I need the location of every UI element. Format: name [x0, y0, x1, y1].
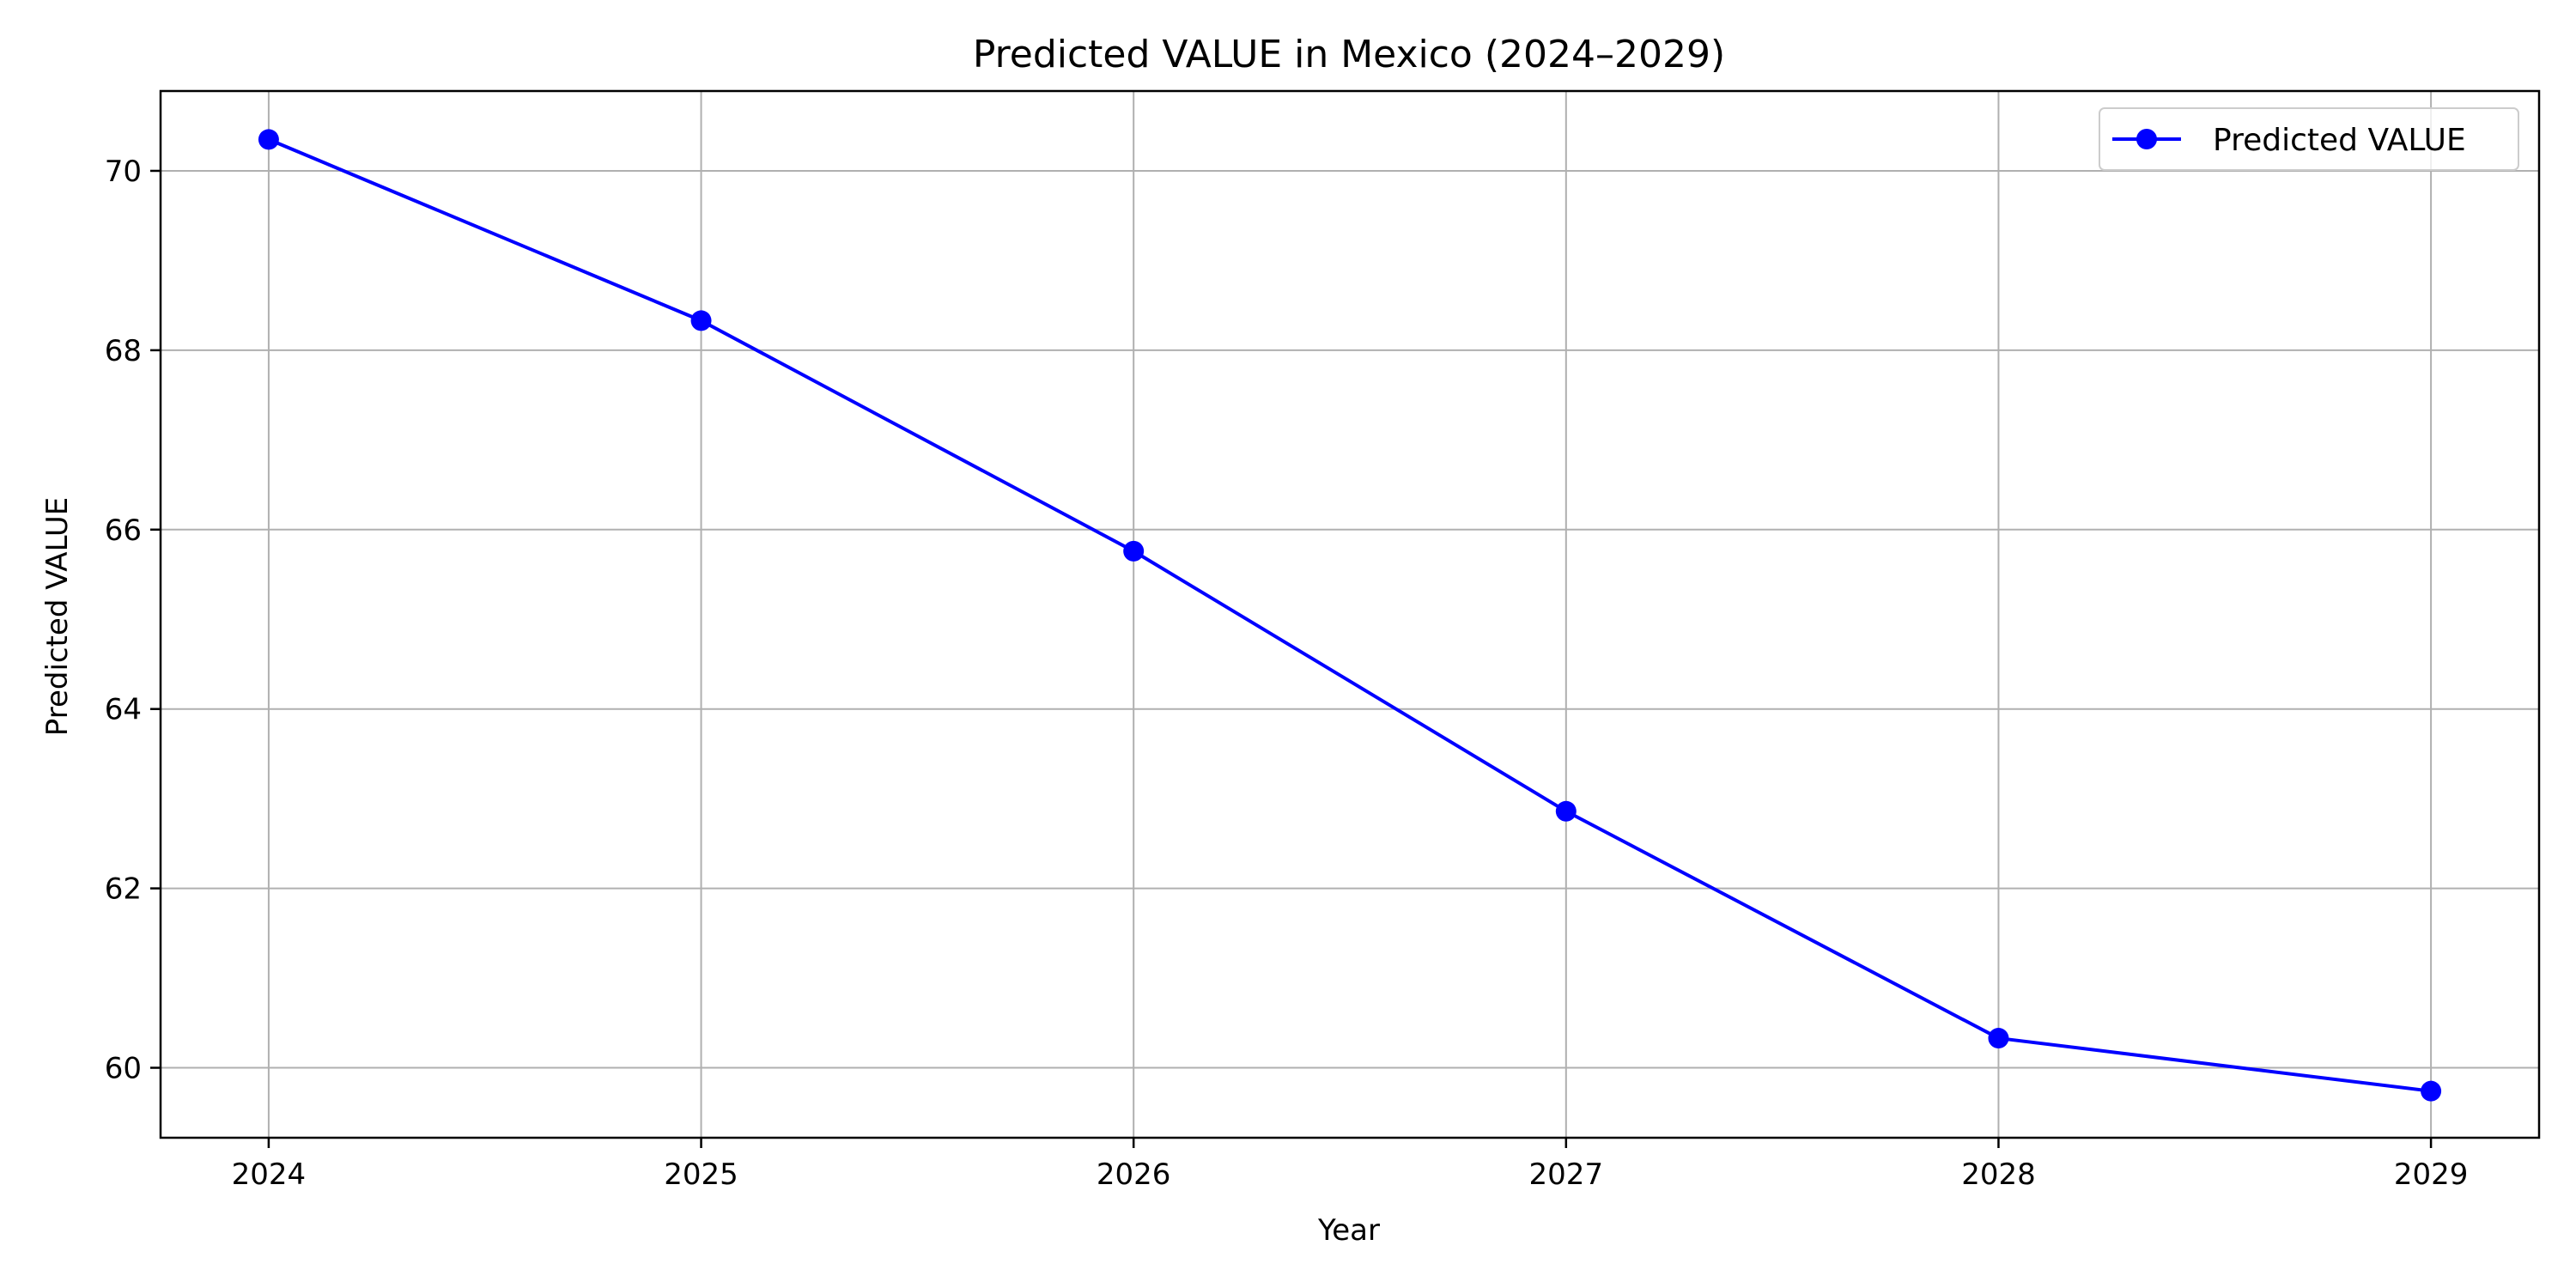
legend-label: Predicted VALUE	[2213, 123, 2466, 158]
grid-lines	[161, 91, 2539, 1138]
legend-box	[2099, 107, 2519, 171]
series-layer	[258, 129, 2442, 1102]
y-tick-label: 62	[105, 872, 142, 907]
data-point	[1123, 540, 1145, 562]
chart-title: Predicted VALUE in Mexico (2024–2029)	[973, 33, 1725, 76]
plot-frame	[159, 89, 2541, 1139]
y-tick-label: 60	[105, 1052, 142, 1086]
data-point	[690, 310, 712, 331]
data-point	[1555, 800, 1577, 822]
series-line	[268, 137, 2432, 1093]
x-tick-label: 2027	[1529, 1157, 1604, 1192]
x-tick-label: 2028	[1961, 1157, 2036, 1192]
x-tick-label: 2026	[1097, 1157, 1171, 1192]
legend-marker-swatch	[2136, 129, 2157, 149]
x-tick-label: 2024	[232, 1157, 307, 1192]
data-point	[2421, 1080, 2442, 1102]
x-tick-label: 2029	[2394, 1157, 2469, 1192]
x-axis-label: Year	[1317, 1213, 1380, 1248]
y-axis-label: Predicted VALUE	[40, 497, 75, 736]
y-tick-label: 68	[105, 334, 142, 368]
y-tick-label: 70	[105, 155, 142, 189]
x-tick-label: 2025	[664, 1157, 738, 1192]
legend: Predicted VALUE	[2099, 107, 2519, 171]
axis-ticks: 2024 2025 2026 2027 2028 2029 60 62 64 66 68 70	[105, 155, 2469, 1192]
y-tick-label: 66	[105, 513, 142, 548]
data-point	[1988, 1028, 2009, 1049]
data-point	[258, 129, 279, 150]
y-tick-label: 64	[105, 693, 142, 727]
